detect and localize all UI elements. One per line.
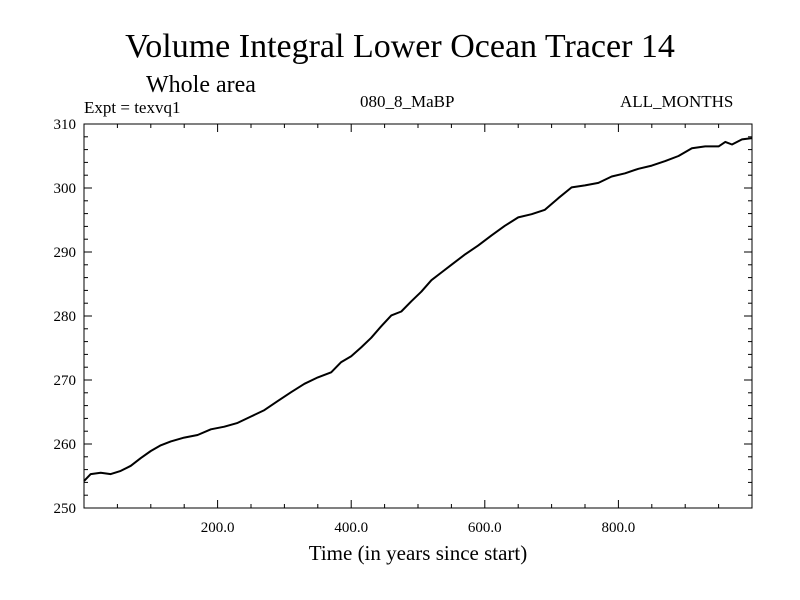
x-tick-label: 400.0 bbox=[334, 520, 368, 536]
y-tick-label: 250 bbox=[54, 501, 77, 517]
x-axis-label: Time (in years since start) bbox=[309, 541, 528, 565]
tick-labels: 250 260 270 280 290 300 310 200.0 400.0 600.0 800.… bbox=[54, 117, 636, 536]
plot-frame bbox=[83, 123, 753, 509]
x-tick-label: 600.0 bbox=[468, 520, 502, 536]
chart-title: Volume Integral Lower Ocean Tracer 14 bbox=[125, 28, 675, 65]
y-tick-label: 290 bbox=[54, 245, 77, 261]
months-label: ALL_MONTHS bbox=[620, 92, 734, 111]
series-line bbox=[83, 137, 753, 482]
y-tick-label: 310 bbox=[54, 117, 77, 133]
y-tick-label: 260 bbox=[54, 437, 77, 453]
run-name-label: 080_8_MaBP bbox=[360, 92, 455, 111]
chart-subtitle: Whole area bbox=[146, 72, 256, 98]
y-tick-label: 300 bbox=[54, 181, 77, 197]
x-tick-label: 800.0 bbox=[602, 520, 636, 536]
y-tick-label: 270 bbox=[54, 373, 77, 389]
experiment-label: Expt = texvq1 bbox=[84, 98, 181, 117]
x-tick-label: 200.0 bbox=[201, 520, 235, 536]
axis-ticks bbox=[84, 123, 752, 509]
y-tick-label: 280 bbox=[54, 309, 77, 325]
